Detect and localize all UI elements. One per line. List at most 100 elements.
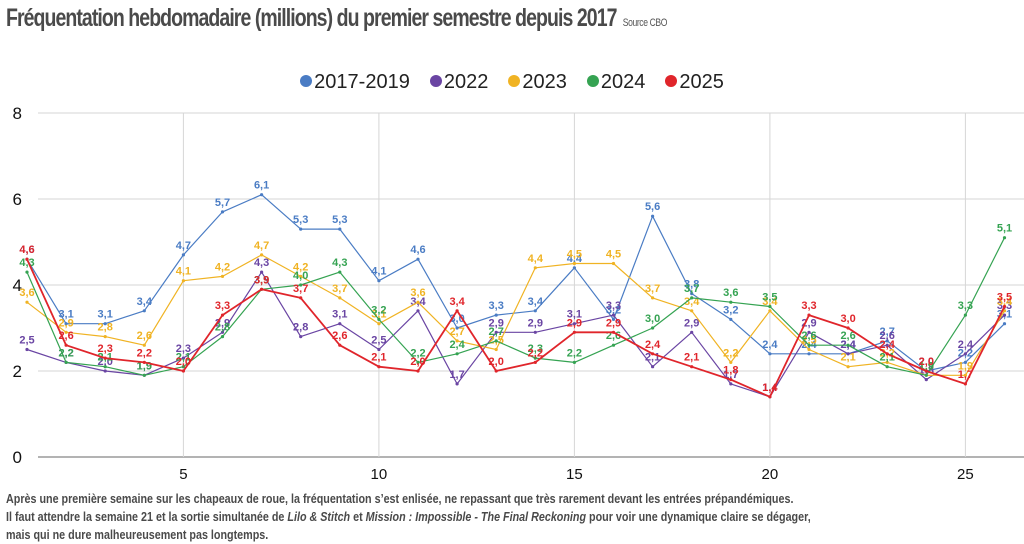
- data-point: [103, 322, 107, 326]
- data-label: 3,1: [567, 309, 582, 321]
- data-point: [416, 300, 420, 304]
- data-label: 3,4: [137, 296, 153, 308]
- legend-label: 2022: [443, 71, 489, 93]
- data-point: [963, 373, 968, 377]
- data-label: 4,4: [528, 253, 544, 265]
- data-point: [494, 313, 498, 317]
- data-point: [963, 382, 968, 386]
- data-point: [220, 335, 225, 339]
- data-point: [299, 283, 303, 287]
- legend-item: 2023: [508, 71, 567, 94]
- data-point: [924, 378, 928, 382]
- data-point: [846, 352, 850, 356]
- x-tick-label: 25: [957, 466, 974, 483]
- legend-dot-icon: [586, 75, 599, 87]
- data-point: [846, 326, 850, 330]
- data-label: 2,6: [137, 330, 152, 342]
- data-label: 4,1: [176, 266, 191, 278]
- data-label: 2,9: [684, 317, 699, 329]
- data-point: [690, 330, 694, 334]
- film-title: Mission : Impossible - The Final Reckoni…: [365, 510, 587, 524]
- data-point: [64, 322, 68, 326]
- data-label: 2,8: [98, 322, 113, 334]
- data-point: [25, 347, 29, 352]
- data-point: [377, 347, 381, 352]
- data-point: [885, 360, 889, 364]
- data-point: [416, 257, 420, 261]
- data-label: 2,3: [176, 343, 191, 355]
- data-point: [729, 317, 733, 321]
- data-point: [142, 373, 146, 377]
- data-point: [768, 304, 772, 309]
- series-line: [26, 237, 1006, 376]
- series-2023: 3,6 2,9 2,8 2,6 4,1 4,2 4,7 4,2 3,7 3,1 3,6 2,7 2,5 4…: [19, 240, 1013, 377]
- data-point: [338, 343, 342, 347]
- data-label: 4,0: [293, 270, 308, 282]
- caption-line-1: Après une première semaine sur les chape…: [6, 492, 794, 506]
- series-line: [26, 254, 1006, 376]
- data-point: [690, 292, 694, 296]
- legend-item: 2017-2019: [300, 71, 410, 94]
- y-tick-label: 0: [13, 448, 22, 467]
- data-point: [377, 279, 381, 283]
- data-point: [181, 356, 185, 360]
- data-label: 2,2: [567, 347, 582, 359]
- data-label: 1,7: [958, 369, 973, 381]
- data-label: 3,7: [645, 283, 660, 295]
- data-point: [768, 395, 772, 399]
- data-point: [25, 300, 29, 304]
- data-label: 2,6: [332, 330, 347, 342]
- caption-text: et: [350, 510, 366, 524]
- data-label: 2,1: [840, 352, 855, 364]
- data-point: [729, 300, 733, 304]
- data-point: [455, 309, 459, 313]
- data-point: [885, 352, 889, 356]
- data-point: [260, 270, 264, 274]
- data-point: [299, 296, 303, 300]
- data-label: 5,1: [997, 223, 1012, 235]
- data-label: 2,7: [449, 326, 464, 338]
- data-label: 2,0: [489, 356, 504, 368]
- data-point: [299, 274, 303, 278]
- data-label: 3,3: [215, 300, 230, 312]
- chart-title-text: Fréquentation hebdomadaire (millions) du…: [6, 4, 617, 32]
- data-point: [690, 365, 694, 369]
- series-2025: 4,62,62,3 2,22,03,33,93,72,62,1 2,03,42,02…: [19, 244, 1012, 399]
- data-label: 2,8: [215, 322, 230, 334]
- data-label: 3,9: [254, 274, 269, 286]
- data-label: 4,6: [410, 244, 425, 256]
- data-label: 3,1: [58, 309, 73, 321]
- data-label: 2,9: [567, 317, 582, 329]
- data-point: [768, 309, 772, 313]
- data-point: [963, 352, 968, 356]
- data-label: 3,5: [762, 292, 777, 304]
- data-label: 2,3: [528, 343, 543, 355]
- data-label: 1,9: [958, 360, 973, 372]
- data-label: 3,2: [371, 304, 386, 316]
- data-label: 3,5: [997, 292, 1012, 304]
- series-line: [26, 194, 1005, 372]
- data-label: 1,7: [449, 369, 464, 381]
- data-point: [494, 339, 498, 343]
- data-label: 3,9: [254, 274, 269, 286]
- data-label: 1,8: [723, 365, 738, 377]
- data-label: 3,7: [332, 283, 347, 295]
- data-label: 3,6: [19, 287, 34, 299]
- data-label: 2,2: [58, 347, 73, 359]
- data-point: [260, 253, 264, 257]
- data-label: 2,5: [19, 335, 34, 347]
- data-point: [807, 352, 811, 356]
- data-point: [103, 365, 107, 369]
- data-label: 3,4: [997, 296, 1013, 308]
- data-point: [533, 330, 537, 334]
- x-tick-label: 15: [566, 466, 583, 483]
- data-point: [181, 253, 185, 257]
- data-point: [924, 373, 928, 377]
- data-label: 2,5: [371, 335, 386, 347]
- data-point: [885, 365, 889, 369]
- data-label: 3,2: [723, 304, 738, 316]
- data-point: [338, 270, 342, 274]
- data-label: 3,7: [293, 283, 308, 295]
- data-point: [846, 365, 850, 369]
- data-label: 2,6: [880, 330, 895, 342]
